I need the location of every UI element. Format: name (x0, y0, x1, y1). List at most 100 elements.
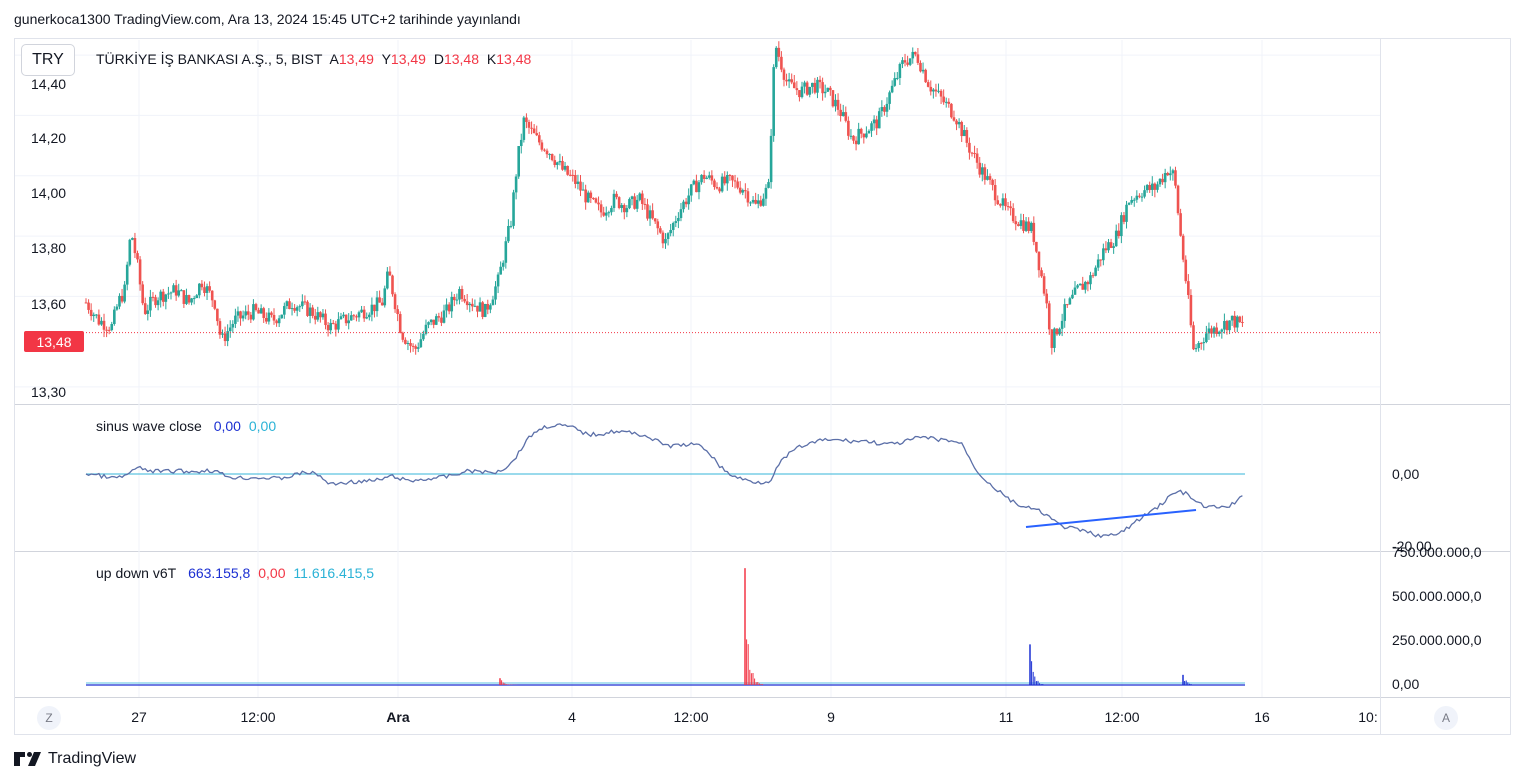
candle-body (1166, 172, 1170, 176)
time-tick: 27 (131, 709, 147, 725)
candle-body (720, 176, 724, 192)
updown-legend[interactable]: up down v6T 663.155,8 0,00 11.616.415,5 (96, 565, 378, 581)
candle-body (944, 101, 948, 103)
candle-body (512, 192, 515, 226)
updown-legend-value-1: 663.155,8 (188, 565, 251, 581)
time-tick: 10: (1358, 709, 1378, 725)
candle-body (968, 142, 971, 153)
candle-body (744, 190, 747, 192)
log-scale-button[interactable]: Z (37, 706, 61, 730)
candle-body (115, 306, 119, 310)
candle-body (352, 315, 356, 317)
candle-body (695, 180, 698, 193)
candle-body (465, 301, 469, 306)
candle-body (440, 317, 443, 323)
candle-body (1228, 320, 1231, 331)
candle-body (718, 188, 721, 192)
price-tick: 14,40 (31, 76, 67, 92)
candle-body (133, 238, 137, 254)
candle-body (1140, 196, 1144, 198)
pane-separator[interactable] (15, 551, 1510, 552)
candle-body (1220, 329, 1224, 332)
candle-body (143, 303, 147, 314)
candle-body (1040, 270, 1043, 277)
candle-body (823, 91, 827, 94)
candle-body (339, 316, 343, 320)
candle-body (563, 165, 567, 170)
sinus-legend-value-2: 0,00 (248, 418, 277, 434)
sinus-legend[interactable]: sinus wave close 0,00 0,00 (96, 418, 280, 434)
sinus-legend-value-1: 0,00 (213, 418, 241, 434)
candle-body (813, 82, 817, 93)
symbol-legend[interactable]: TÜRKİYE İŞ BANKASI A.Ş., 5, BIST A13,49 … (96, 51, 535, 67)
candle-body (447, 304, 451, 312)
candle-body (867, 130, 871, 134)
candle-body (283, 306, 286, 315)
candle-body (903, 60, 907, 63)
candle-body (169, 292, 173, 294)
candle-body (890, 85, 894, 93)
candle-body (939, 90, 943, 97)
candle-body (342, 314, 345, 317)
candle-body (368, 314, 371, 318)
candle-body (427, 322, 430, 325)
candle-body (1063, 304, 1067, 321)
candle-body (136, 253, 139, 260)
pane-separator[interactable] (15, 404, 1510, 405)
candle-body (491, 299, 495, 306)
candle-body (1189, 295, 1193, 326)
candle-body (476, 305, 479, 312)
close-label: K (486, 51, 497, 67)
candle-body (483, 303, 487, 317)
tradingview-logo[interactable]: TradingView (14, 750, 136, 768)
currency-button[interactable]: TRY (21, 44, 75, 76)
candle-body (1150, 183, 1154, 190)
candle-body (877, 111, 881, 129)
low-value: 13,48 (443, 51, 480, 67)
candle-body (89, 309, 93, 317)
candle-body (272, 314, 276, 321)
candle-body (161, 291, 165, 302)
candle-body (1181, 235, 1185, 260)
candle-body (960, 122, 963, 137)
candle-body (659, 228, 662, 233)
candle-body (697, 182, 701, 193)
candle-body (295, 307, 299, 311)
candle-body (996, 200, 1000, 205)
candle-body (154, 297, 157, 306)
candle-body (934, 89, 938, 92)
candle-body (1065, 304, 1069, 306)
candle-body (1060, 320, 1064, 329)
candle-body (1194, 348, 1198, 350)
candle-body (671, 223, 675, 230)
candle-body (128, 239, 132, 265)
candle-body (707, 175, 711, 178)
candle-body (411, 345, 415, 347)
candle-body (769, 135, 773, 183)
candle-body (875, 119, 878, 129)
sinus-axis-tick: -20,00 (1392, 538, 1432, 554)
candle-body (888, 92, 891, 104)
candle-body (277, 318, 281, 324)
candle-body (1161, 178, 1164, 183)
symbol-title: TÜRKİYE İŞ BANKASI A.Ş., 5, BIST (96, 51, 323, 67)
candle-body (525, 117, 528, 122)
auto-scale-button[interactable]: A (1434, 706, 1458, 730)
candle-body (442, 310, 446, 323)
candle-body (110, 323, 114, 331)
candle-body (682, 201, 685, 210)
candle-body (988, 176, 992, 180)
candle-body (1176, 185, 1180, 214)
candle-body (1215, 327, 1218, 334)
candle-body (138, 259, 142, 285)
candle-body (664, 238, 667, 244)
candle-body (241, 315, 245, 319)
candle-body (1223, 320, 1226, 330)
candle-body (1120, 215, 1123, 237)
candle-body (473, 305, 477, 307)
candle-body (777, 47, 781, 57)
candle-body (1205, 333, 1208, 343)
candle-body (120, 295, 124, 302)
candle-body (692, 180, 696, 185)
